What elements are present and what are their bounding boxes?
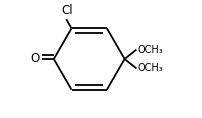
Text: Cl: Cl	[61, 4, 73, 17]
Text: O: O	[30, 53, 39, 65]
Text: OCH₃: OCH₃	[138, 63, 163, 73]
Text: OCH₃: OCH₃	[138, 45, 163, 55]
